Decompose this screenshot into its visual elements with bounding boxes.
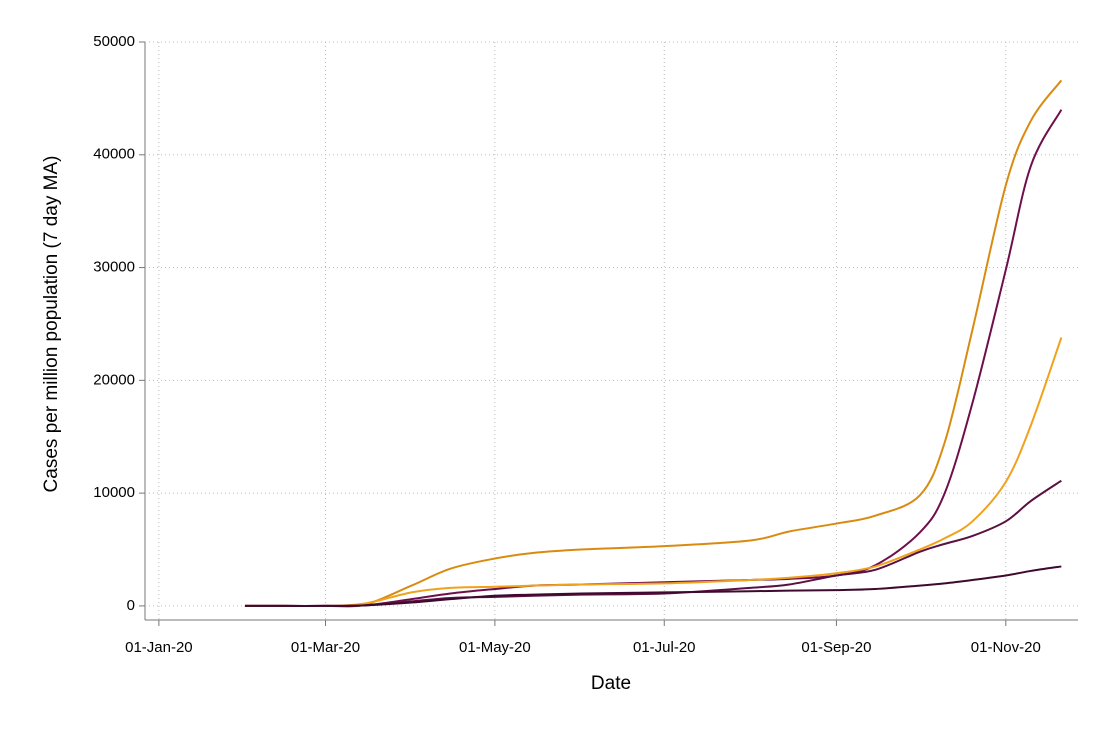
x-tick-label: 01-Sep-20: [801, 639, 871, 656]
y-tick-label: 50000: [93, 33, 135, 50]
series-line: [244, 565, 1062, 607]
y-tick-label: 30000: [93, 259, 135, 276]
series-line: [244, 479, 1062, 607]
series-line: [244, 79, 1063, 608]
y-tick-label: 40000: [93, 146, 135, 163]
x-tick-label: 01-Mar-20: [291, 639, 360, 656]
y-tick-label: 0: [127, 597, 135, 614]
x-tick-label: 01-May-20: [459, 639, 531, 656]
series-line: [244, 337, 1063, 608]
x-axis-title: Date: [591, 673, 631, 694]
y-tick-label: 20000: [93, 371, 135, 388]
y-axis-title: Cases per million population (7 day MA): [41, 156, 62, 493]
x-tick-label: 01-Jul-20: [633, 639, 696, 656]
series-line: [244, 109, 1063, 608]
x-tick-label: 01-Jan-20: [125, 639, 193, 656]
y-tick-label: 10000: [93, 484, 135, 501]
x-tick-label: 01-Nov-20: [971, 639, 1041, 656]
